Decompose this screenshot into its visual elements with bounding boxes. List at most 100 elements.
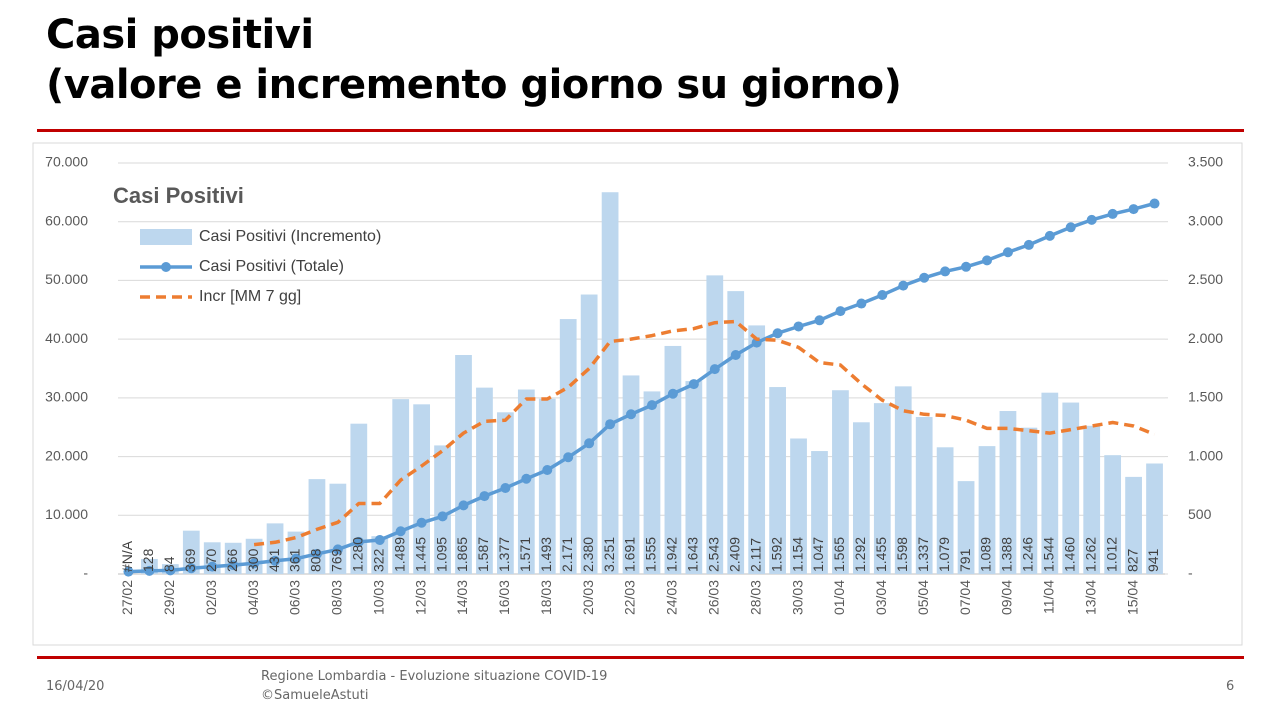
y-tick-label: - [83,565,88,581]
line-marker [961,261,972,272]
page-number: 6 [1226,679,1235,694]
x-tick-label: 14/03 [454,580,470,615]
bar [182,530,200,574]
y-tick-label: 10.000 [45,506,88,522]
x-tick-label: 26/03 [705,580,721,615]
y2-tick-label: 2.000 [1188,330,1223,346]
line-marker [521,473,532,484]
y-tick-label: 70.000 [45,154,88,170]
line-marker [835,306,846,317]
x-tick-label: 06/03 [287,580,303,615]
bar [873,403,891,574]
data-label: 266 [224,548,240,572]
data-label: 1.154 [789,537,805,572]
line-marker [877,289,888,300]
line-marker [898,280,909,291]
bar [1104,455,1122,574]
line-marker [1128,204,1139,215]
line-marker [605,419,616,430]
data-label: 431 [266,548,282,572]
bar [894,386,912,574]
data-label: 128 [140,548,156,572]
x-tick-label: 16/03 [496,580,512,615]
line-marker [249,558,260,569]
data-label: 1.489 [391,537,407,572]
legend-label: Casi Positivi (Totale) [199,258,344,275]
data-label: 808 [308,548,324,572]
bar [559,319,577,574]
data-label: 2.543 [705,537,721,572]
bar [1041,392,1059,574]
data-label: 1.262 [1082,537,1098,572]
line-marker [479,491,490,502]
data-label: 1.865 [454,537,470,572]
data-label: 1.095 [433,537,449,572]
line-marker [353,536,364,547]
line-marker [374,534,385,545]
x-tick-label: 15/04 [1124,580,1140,615]
line-marker [1044,230,1055,241]
line-marker [186,563,197,574]
y2-tick-label: 1.500 [1188,389,1223,405]
divider [37,129,1244,132]
y2-tick-label: 3.500 [1188,154,1223,170]
bar [1020,427,1038,574]
y-tick-label: 30.000 [45,389,88,405]
data-label: 1.587 [475,537,491,572]
line-marker [542,464,553,475]
line-marker [563,452,574,463]
bar [371,536,389,574]
legend-marker [161,262,171,272]
x-tick-label: 18/03 [538,580,554,615]
line-marker [814,315,825,326]
bar [999,411,1017,574]
line-marker [395,526,406,537]
line-marker [730,350,741,361]
bar [580,294,598,574]
bar [455,354,472,574]
data-label: 1.337 [915,537,931,572]
data-label: 361 [287,548,303,572]
bar [308,479,326,574]
line-marker [626,409,637,420]
line-marker [1065,222,1076,233]
line-marker [1107,208,1118,219]
data-label: 1.388 [999,537,1015,572]
line-marker [584,438,595,449]
bar [685,381,703,574]
line-marker [1023,239,1034,250]
line-marker [646,400,657,411]
bar [1125,476,1142,574]
divider [37,656,1244,659]
line-marker [709,364,720,375]
line-marker [437,511,448,522]
title-line: Casi positivi [46,12,314,58]
x-tick-label: 01/04 [831,580,847,615]
x-tick-label: 20/03 [580,580,596,615]
data-label: 1.280 [350,537,366,572]
data-label: 1.544 [1041,537,1057,572]
x-tick-label: 29/02 [161,580,177,615]
legend-label: Incr [MM 7 gg] [199,288,301,305]
data-label: 1.643 [685,537,701,572]
line-marker [123,566,134,577]
data-label: 1.377 [496,537,512,572]
x-tick-label: 30/03 [789,580,805,615]
line-marker [1086,214,1097,225]
bar [727,291,745,574]
footer-source: ©SamueleAstuti [261,688,369,703]
line-marker [165,565,176,576]
bar [601,192,619,574]
data-label: 2.380 [580,537,596,572]
x-tick-label: 05/04 [915,580,931,615]
bar [413,404,431,574]
x-tick-label: 24/03 [664,580,680,615]
data-label: 3.251 [601,537,617,572]
line-marker [688,379,699,390]
x-tick-label: 02/03 [203,580,219,615]
bar [538,398,556,574]
data-label: 1.571 [517,537,533,572]
line-marker [332,544,343,555]
data-label: 2.409 [726,537,742,572]
